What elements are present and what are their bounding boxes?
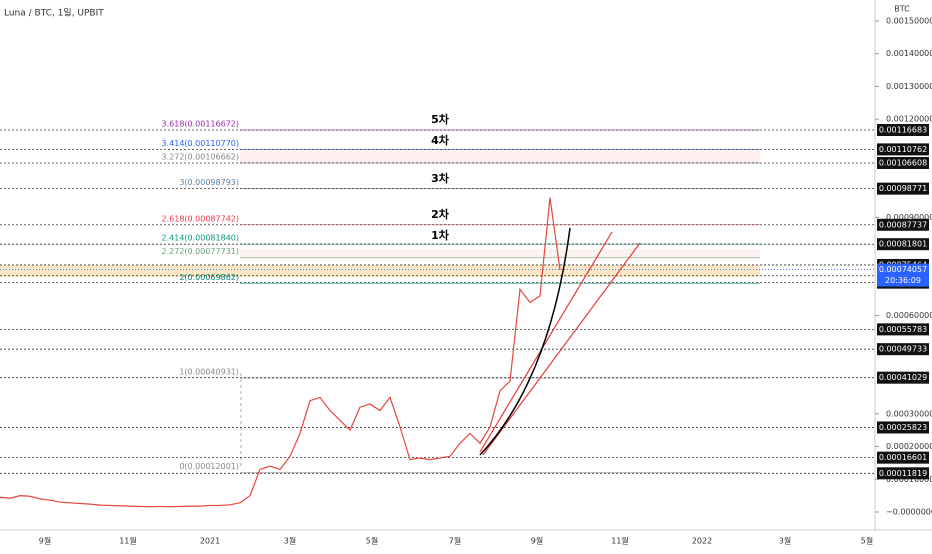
current-price-label: 0.00074057	[879, 265, 927, 274]
level-box	[877, 343, 929, 356]
level-label: 0.00116683	[879, 126, 927, 135]
price-line	[0, 197, 561, 508]
level-label: 0.00049733	[879, 345, 927, 354]
x-tick-label: 11월	[119, 536, 137, 546]
x-tick-label: 5월	[861, 536, 873, 546]
level-box	[877, 218, 929, 231]
annotation: 2차	[431, 207, 450, 221]
x-tick-label: 9월	[39, 536, 51, 546]
trend-curve	[479, 227, 571, 456]
y-tick-label: 0.00090000	[886, 213, 932, 222]
level-box	[877, 124, 929, 137]
zone	[0, 265, 760, 277]
x-tick-label: 7월	[449, 536, 461, 546]
y-tick-label: 0.00060000	[886, 311, 932, 320]
level-label: 0.00055783	[879, 325, 927, 334]
annotations: 5차 4차 3차 2차 1차	[431, 112, 450, 242]
fib-label: 2(0.00069862)	[179, 273, 239, 282]
x-tick-label: 3월	[284, 536, 296, 546]
y-tick-label: 0.00120000	[886, 115, 932, 124]
countdown: 20:36:09	[885, 276, 921, 285]
y-tick-label: 0.00130000	[886, 82, 932, 91]
x-tick-label: 3월	[779, 536, 791, 546]
annotation: 1차	[431, 228, 450, 242]
level-label: 0.00106608	[879, 159, 927, 168]
level-box	[877, 157, 929, 170]
fib-label: 1(0.00040931)	[179, 368, 239, 377]
annotation: 3차	[431, 171, 450, 185]
trend-line	[479, 231, 613, 453]
y-tick-label: 0.00020000	[886, 442, 932, 451]
level-box	[877, 451, 929, 464]
level-label: 0.00110762	[879, 145, 927, 154]
fib-label: 2.272(0.00077731)	[162, 247, 240, 256]
annotation: 4차	[431, 133, 450, 147]
level-label: 0.00081801	[879, 240, 927, 249]
symbol: Luna / BTC, 1일, UPBIT	[4, 8, 104, 19]
y-tick-label: 0.00150000	[886, 16, 932, 25]
level-box	[877, 238, 929, 251]
x-tick-label: 2022	[692, 537, 712, 546]
x-tick-label: 5월	[366, 536, 378, 546]
trend-line	[482, 242, 641, 456]
fib-label: 3(0.00098793)	[179, 178, 239, 187]
fib-label: 0(0.00012001)	[179, 462, 239, 471]
level-label: 0.00025823	[879, 423, 927, 432]
fib-label: 3.618(0.00116672)	[162, 120, 240, 129]
level-box	[877, 143, 929, 156]
level-label: 0.00087737	[879, 220, 927, 229]
fib-label: 3.272(0.00106662)	[162, 152, 240, 161]
x-tick-label: 2021	[200, 537, 220, 546]
x-tick-label: 11월	[611, 536, 629, 546]
fib-label: 2.414(0.00081840)	[162, 234, 240, 243]
level-box	[877, 421, 929, 434]
x-tick-label: 9월	[531, 536, 543, 546]
level-label: 0.00011819	[879, 469, 927, 478]
y-tick-label: −0.00000000	[886, 507, 932, 516]
unit: BTC	[894, 5, 910, 14]
annotation: 5차	[431, 112, 450, 126]
level-box	[877, 182, 929, 195]
level-label: 0.00041029	[879, 373, 927, 382]
zone	[240, 150, 760, 163]
level-box	[877, 323, 929, 336]
level-label: 0.00016601	[879, 453, 927, 462]
fib-label: 2.618(0.00087742)	[162, 214, 240, 223]
y-tick-label: 0.00030000	[886, 409, 932, 418]
zone	[240, 249, 760, 259]
level-box	[877, 371, 929, 384]
level-label: 0.00098771	[879, 184, 927, 193]
fib-label: 3.414(0.00110770)	[162, 139, 240, 148]
y-tick-label: 0.00140000	[886, 49, 932, 58]
level-box	[877, 467, 929, 480]
plot: 0.00150000 0.00140000 0.00130000 0.00120000…	[0, 16, 932, 546]
current-price-box	[877, 263, 929, 287]
